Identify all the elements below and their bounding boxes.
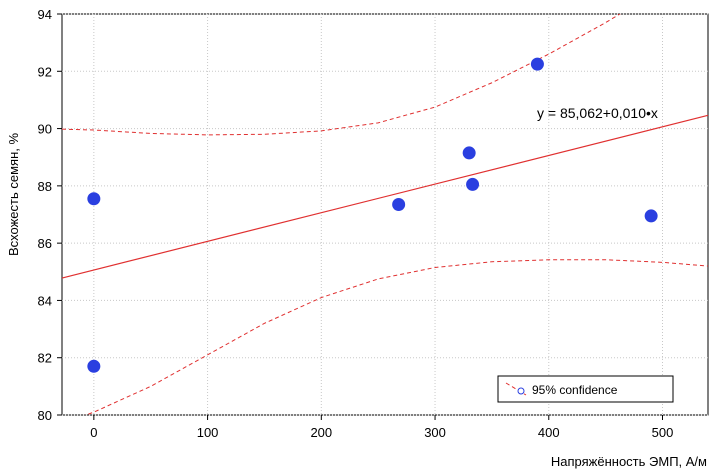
data-point (644, 209, 658, 223)
axis-ticks: 0 100 200 300 400 500 80 82 84 86 88 90 92 94 (38, 7, 674, 440)
grid-lines (62, 13, 708, 416)
legend-dashed-line-swatch (505, 382, 527, 396)
x-tick-label: 300 (424, 425, 446, 440)
legend-label: 95% confidence (532, 383, 618, 397)
regression-line (61, 114, 709, 279)
x-tick-label: 500 (652, 425, 674, 440)
y-tick-label: 88 (38, 179, 52, 194)
y-axis-title: Всхожесть семян, % (6, 133, 21, 256)
legend-box (497, 375, 674, 403)
y-tick-label: 94 (38, 7, 52, 22)
confidence-band (62, 14, 708, 415)
legend-marker-icon (517, 387, 525, 395)
x-tick-label: 0 (90, 425, 97, 440)
x-tick-label: 400 (538, 425, 560, 440)
data-point (87, 192, 101, 206)
y-tick-label: 82 (38, 351, 52, 366)
x-tick-label: 200 (310, 425, 332, 440)
y-tick-label: 90 (38, 122, 52, 137)
data-points (87, 57, 658, 373)
y-tick-label: 80 (38, 408, 52, 423)
y-tick-label: 86 (38, 236, 52, 251)
data-point (530, 57, 544, 71)
lower-confidence-curve (84, 259, 708, 415)
data-point (462, 146, 476, 160)
legend: 95% confidence (497, 375, 674, 403)
data-point (466, 177, 480, 191)
data-point (87, 359, 101, 373)
x-tick-label: 100 (197, 425, 219, 440)
plot-area (61, 13, 709, 416)
y-tick-label: 84 (38, 293, 52, 308)
upper-confidence-curve (62, 14, 621, 136)
regression-equation: y = 85,062+0,010•x (537, 105, 658, 121)
y-tick-label: 92 (38, 64, 52, 79)
data-point (392, 197, 406, 211)
x-axis-title: Напряжённость ЭМП, А/м (551, 454, 707, 469)
